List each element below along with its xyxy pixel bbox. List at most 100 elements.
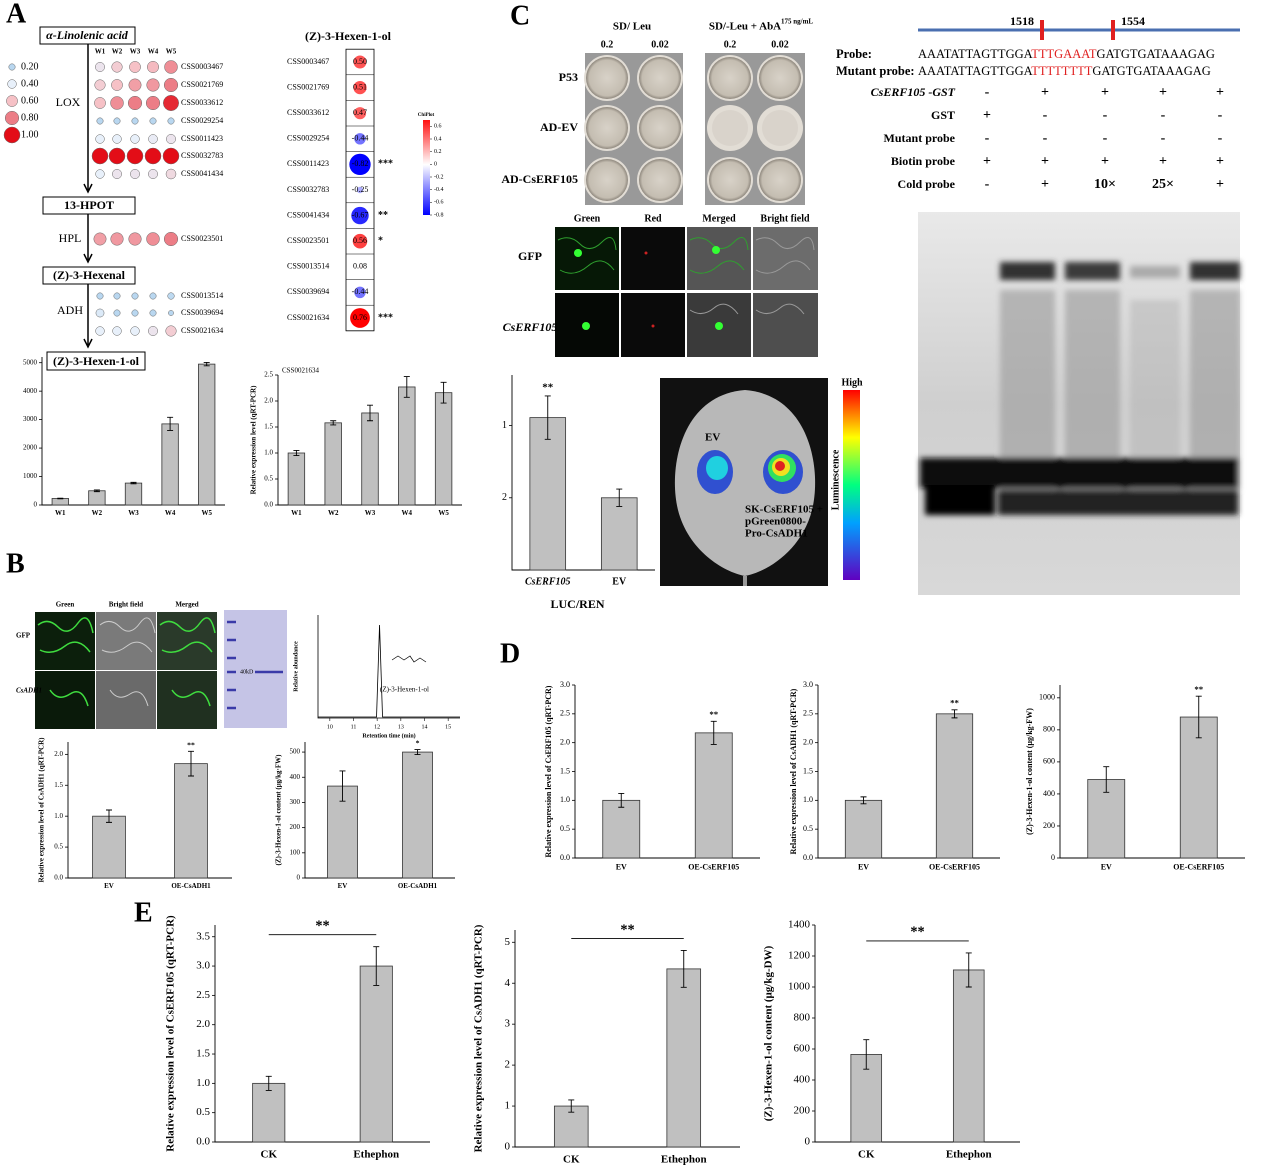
y-tick-label: 4000 [23, 387, 38, 395]
probe-sequence: AAATATTAGTTGGATTTTTTTTGATGTGATAAAGAG [918, 64, 1211, 78]
row-label: CSS0021634 [181, 326, 223, 335]
x-tick-label: 11 [351, 724, 357, 730]
lane-value: - [1218, 108, 1223, 123]
free-probe [998, 490, 1238, 515]
bubble [95, 308, 105, 318]
bubble [164, 60, 178, 74]
nucleus [574, 249, 582, 257]
error-bar [339, 770, 346, 802]
lane-value: - [985, 85, 990, 100]
yeast-spot [639, 57, 681, 99]
subcellular-c [555, 227, 818, 357]
bubble [148, 134, 158, 144]
y-tick-label: 1.5 [196, 1048, 210, 1060]
row-label: CsADH1 [16, 687, 42, 695]
bubble [113, 117, 121, 125]
emsa: 1518 1554 Probe: AAATATTAGTTGGATTTGAAATG… [836, 14, 1240, 595]
bubble [146, 78, 160, 92]
bubble [165, 168, 177, 180]
lane-value: 10× [1094, 177, 1116, 192]
y-tick-label: 200 [290, 823, 301, 831]
lane-value: 25× [1152, 177, 1174, 192]
y-tick-label: 3 [505, 1018, 511, 1030]
colorbar-tick-label: 0.6 [434, 124, 442, 130]
row-label: CSS0029254 [181, 116, 223, 125]
colorbar-tick-label: 0 [434, 162, 437, 168]
row-label: GFP [16, 632, 31, 640]
lane-value: + [1101, 154, 1109, 169]
y-tick-label: 1200 [788, 950, 811, 962]
subcellular-b: 40kD [35, 610, 287, 729]
bubble [94, 79, 106, 91]
bubble [95, 169, 105, 179]
correlation-circle [353, 55, 367, 69]
concentration: 0.2 [601, 39, 614, 50]
error-bar [367, 404, 373, 422]
gel-band [227, 620, 283, 710]
shift-band [1065, 262, 1120, 280]
row-label: CSS0021769 [287, 82, 329, 91]
bar [198, 363, 216, 506]
leaf-label: Pro-CsADH1 [745, 528, 808, 540]
x-axis-title: Retention time (min) [362, 732, 415, 739]
significance: ** [315, 918, 329, 934]
node-box [42, 196, 136, 215]
colorbar-tick-label: 0.4 [434, 136, 442, 142]
cell-outline [99, 617, 156, 707]
colorbar-tick-label: -0.2 [434, 174, 444, 180]
bar [361, 412, 379, 506]
y-tick-label: 5 [505, 936, 511, 948]
bubble [127, 95, 143, 111]
cell-outline [37, 617, 216, 707]
bar [952, 969, 985, 1143]
lane-value: - [1218, 131, 1223, 146]
y-tick-label: 400 [1043, 789, 1055, 798]
bubble [112, 169, 122, 179]
signal [706, 456, 728, 480]
x-tick-label: CK [261, 1149, 278, 1161]
column-label: W1 [95, 48, 106, 56]
legend-bubble [4, 110, 20, 126]
colorbar-title: ChiPlot [418, 113, 435, 118]
concentration: 0.02 [771, 39, 789, 50]
bubble [112, 134, 122, 144]
bar [88, 490, 106, 506]
y-tick-label: 0.5 [264, 475, 273, 483]
y-tick-label: 3.0 [196, 960, 210, 972]
lane-value: - [1161, 108, 1166, 123]
legend-label: 0.80 [21, 112, 39, 123]
seq: GATGTGATAAAGAG [1092, 64, 1210, 78]
y-axis-title: Relative expression level (qRT-PCR) [250, 385, 258, 494]
column-label: W3 [130, 48, 141, 56]
yeast-spot [759, 159, 801, 201]
bubble [91, 147, 109, 165]
x-tick-label: 12 [374, 724, 380, 730]
x-tick-label: EV [338, 882, 348, 890]
error-bar [265, 1075, 272, 1091]
bubble [111, 79, 123, 91]
seq: AAATATTAGTTGGA [918, 64, 1033, 78]
lane-value: + [1159, 154, 1167, 169]
error-bar [373, 946, 380, 986]
value-label: -0.44 [352, 287, 369, 296]
significance: ** [620, 922, 634, 938]
y-tick-label: 2.5 [803, 709, 813, 718]
bubble [149, 309, 157, 317]
bubble [167, 117, 175, 125]
x-tick-label: EV [616, 862, 627, 871]
bubble [165, 325, 177, 337]
column-label: Green [574, 213, 601, 224]
y-tick-label: 2.5 [560, 709, 570, 718]
x-tick-label: W3 [365, 509, 376, 517]
bubble [146, 232, 160, 246]
lane-value: + [1216, 85, 1224, 100]
row-label: P53 [559, 70, 578, 84]
error-bar [93, 489, 100, 493]
y-axis-title: (Z)-3-Hexen-1-ol content (μg/kg·FW) [275, 754, 283, 866]
yeast-spot [709, 159, 751, 201]
colorbar [423, 120, 430, 215]
bar [359, 965, 393, 1143]
structure [391, 655, 427, 663]
bar [398, 386, 416, 506]
